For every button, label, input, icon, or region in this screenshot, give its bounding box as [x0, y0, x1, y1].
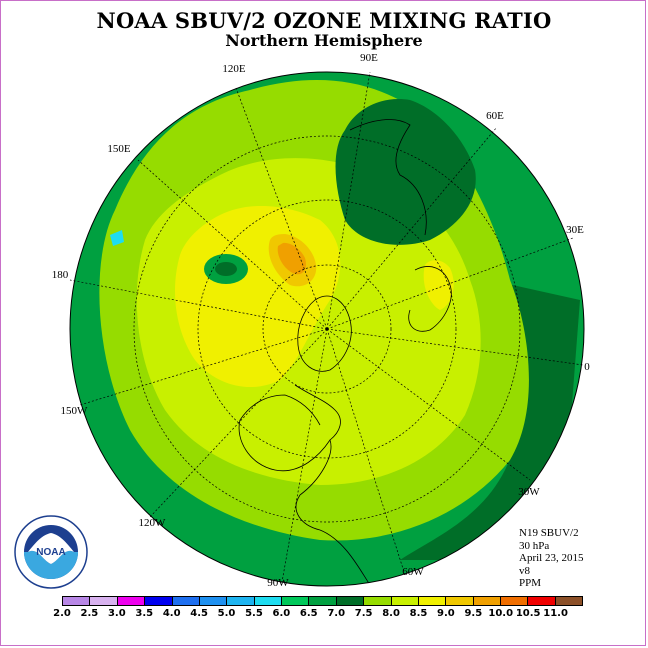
- band-7.0-low: [215, 262, 237, 276]
- colorbar-tick-label: 9.0: [437, 608, 455, 619]
- colorbar-tick-label: 3.5: [135, 608, 154, 619]
- band-6.0-spot: [110, 230, 124, 246]
- map-subtitle: Northern Hemisphere: [225, 31, 423, 50]
- colorbar-cell: [117, 597, 146, 605]
- info-satellite: N19 SBUV/2: [519, 527, 579, 539]
- band-7.0-north: [335, 99, 476, 245]
- lon-label-60e: 60E: [486, 110, 504, 122]
- map-boundary: [69, 71, 585, 587]
- lon-label-180: 180: [52, 269, 69, 281]
- colorbar-cell: [309, 597, 337, 605]
- colorbar-cell: [364, 597, 392, 605]
- info-units: PPM: [519, 577, 542, 589]
- data-info-block: N19 SBUV/2 30 hPa April 23, 2015 v8 PPM: [519, 527, 583, 590]
- colorbar-tick-label: 7.0: [327, 608, 346, 619]
- colorbar-tick-label: 5.0: [217, 608, 236, 619]
- colorbar-cell: [254, 597, 282, 605]
- colorbar-cell: [90, 597, 118, 605]
- colorbar-cell: [63, 597, 91, 605]
- band-9.5-10.0: [277, 242, 306, 275]
- colorbar-cell: [391, 597, 419, 605]
- colorbar-tick-label: 4.0: [162, 608, 181, 619]
- graticule: [69, 71, 584, 583]
- lon-label-60w: 60W: [402, 566, 424, 578]
- colorbar-tick-label: 2.5: [80, 608, 99, 619]
- lon-label-0: 0: [584, 361, 590, 373]
- colorbar-cell: [528, 597, 556, 605]
- colorbar-tick-label: 11.0: [543, 608, 568, 619]
- lon-label-90w: 90W: [267, 577, 289, 589]
- band-8.5-europe: [423, 260, 454, 310]
- info-level: 30 hPa: [519, 539, 550, 552]
- lon-label-30e: 30E: [566, 224, 584, 236]
- colorbar-tick-labels: 2.0 2.5 3.0 3.5 4.0 4.5 5.0 5.5 6.0 6.5 7.0 7.5 8.0 8…: [53, 608, 583, 622]
- colorbar-tick-label: 6.0: [272, 608, 291, 619]
- colorbar-cell: [418, 597, 447, 605]
- colorbar-tick-label: 4.5: [190, 608, 208, 619]
- colorbar-tick-label: 10.0: [488, 608, 514, 619]
- colorbar-cell: [336, 597, 365, 605]
- colorbar-tick-label: 5.5: [245, 608, 263, 619]
- info-version: v8: [519, 564, 530, 577]
- colorbar-cell: [555, 597, 583, 605]
- lon-label-30w: 30W: [518, 486, 540, 498]
- colorbar-cell: [446, 597, 474, 605]
- noaa-logo: NOAA: [14, 515, 88, 589]
- colorbar-cell: [199, 597, 228, 605]
- lon-label-150e: 150E: [107, 143, 131, 155]
- map-title: NOAA SBUV/2 OZONE MIXING RATIO: [96, 8, 552, 33]
- colorbar-tick-label: 7.5: [354, 608, 373, 619]
- colorbar-cell: [501, 597, 529, 605]
- colorbar-cell: [282, 597, 310, 605]
- colorbar-cell: [473, 597, 501, 605]
- colorbar-tick-label: 9.5: [464, 608, 483, 619]
- colorbar-tick-label: 3.0: [107, 608, 126, 619]
- colorbar-cell: [172, 597, 200, 605]
- colorbar-tick-label: 8.5: [409, 608, 428, 619]
- colorbar-tick-label: 6.5: [299, 608, 318, 619]
- colorbar-tick-label: 10.5: [515, 608, 541, 619]
- colorbar: [62, 596, 583, 606]
- colorbar-cell: [227, 597, 255, 605]
- lon-label-120w: 120W: [139, 517, 167, 529]
- colorbar-tick-label: 8.0: [382, 608, 400, 619]
- lon-label-90e: 90E: [360, 52, 378, 64]
- longitude-labels: 90E 60E 30E 0 30W 60W 90W 120W 150W 180 …: [52, 52, 591, 589]
- noaa-logo-text: NOAA: [36, 547, 65, 558]
- info-date: April 23, 2015: [519, 552, 584, 564]
- lon-label-120e: 120E: [222, 63, 246, 75]
- colorbar-tick-label: 2.0: [53, 608, 71, 619]
- lon-label-150w: 150W: [61, 405, 89, 417]
- colorbar-cell: [145, 597, 173, 605]
